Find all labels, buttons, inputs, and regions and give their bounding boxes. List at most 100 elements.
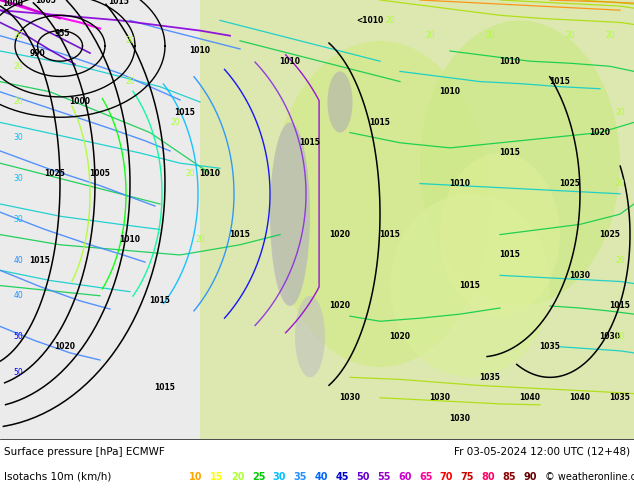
Bar xyxy=(0,0,220,439)
Text: 40: 40 xyxy=(314,472,328,482)
Text: 25: 25 xyxy=(252,472,266,482)
Text: 1015: 1015 xyxy=(108,0,129,6)
Text: 50: 50 xyxy=(13,332,23,341)
Ellipse shape xyxy=(440,153,560,316)
Polygon shape xyxy=(200,0,634,439)
Text: 60: 60 xyxy=(398,472,411,482)
Text: 1010: 1010 xyxy=(190,47,210,55)
Text: 50: 50 xyxy=(13,368,23,377)
Text: 85: 85 xyxy=(502,472,516,482)
Text: 1015: 1015 xyxy=(609,301,630,311)
Text: 1020: 1020 xyxy=(590,128,611,137)
Text: 40: 40 xyxy=(13,291,23,300)
Text: 1010: 1010 xyxy=(200,169,221,178)
Text: <1010: <1010 xyxy=(356,16,384,25)
Ellipse shape xyxy=(295,296,325,377)
Text: 1010: 1010 xyxy=(450,179,470,188)
Text: 1035: 1035 xyxy=(609,393,630,402)
Text: 20: 20 xyxy=(615,256,625,265)
Text: 990: 990 xyxy=(30,49,46,58)
Text: 1020: 1020 xyxy=(389,332,410,341)
Text: 955: 955 xyxy=(55,29,70,38)
Text: 20: 20 xyxy=(125,77,135,86)
Text: 55: 55 xyxy=(377,472,391,482)
Text: 1015: 1015 xyxy=(500,250,521,260)
Text: 1000: 1000 xyxy=(3,0,23,8)
Text: 10: 10 xyxy=(190,472,203,482)
Text: 1025: 1025 xyxy=(560,179,581,188)
Text: 20: 20 xyxy=(185,169,195,178)
Text: 1015: 1015 xyxy=(550,77,571,86)
Text: 1010: 1010 xyxy=(439,87,460,97)
Text: 20: 20 xyxy=(170,118,180,127)
Text: 1020: 1020 xyxy=(330,301,351,311)
Text: 1015: 1015 xyxy=(155,383,176,392)
Text: Isotachs 10m (km/h): Isotachs 10m (km/h) xyxy=(4,472,112,482)
Text: 20: 20 xyxy=(485,31,495,40)
Text: 1015: 1015 xyxy=(460,281,481,290)
Text: 40: 40 xyxy=(13,256,23,265)
Text: 20: 20 xyxy=(13,62,23,71)
Text: 1015: 1015 xyxy=(174,108,195,117)
Text: 1010: 1010 xyxy=(68,0,89,2)
Text: 1000: 1000 xyxy=(70,98,91,106)
Text: 1035: 1035 xyxy=(479,373,500,382)
Text: 65: 65 xyxy=(419,472,432,482)
Text: 30: 30 xyxy=(273,472,286,482)
Text: 45: 45 xyxy=(335,472,349,482)
Text: 1015: 1015 xyxy=(370,118,391,127)
Text: 1035: 1035 xyxy=(540,342,560,351)
Text: 20: 20 xyxy=(615,179,625,188)
Text: 1030: 1030 xyxy=(569,271,590,280)
Text: 1040: 1040 xyxy=(519,393,541,402)
Text: 20: 20 xyxy=(615,108,625,117)
Text: 20: 20 xyxy=(385,16,395,25)
Text: 1030: 1030 xyxy=(339,393,361,402)
Text: 1015: 1015 xyxy=(299,138,320,147)
Text: 1040: 1040 xyxy=(569,393,590,402)
Ellipse shape xyxy=(390,194,550,377)
Ellipse shape xyxy=(328,72,353,133)
Text: 30: 30 xyxy=(13,174,23,183)
Text: 35: 35 xyxy=(294,472,307,482)
Text: 1015: 1015 xyxy=(30,256,51,265)
Text: 1020: 1020 xyxy=(330,230,351,239)
Text: 1010: 1010 xyxy=(500,57,521,66)
Text: 20: 20 xyxy=(125,36,135,45)
Text: 20: 20 xyxy=(13,98,23,106)
Text: 30: 30 xyxy=(13,133,23,142)
Text: 1010: 1010 xyxy=(280,57,301,66)
Text: 70: 70 xyxy=(440,472,453,482)
Text: 15: 15 xyxy=(210,472,224,482)
Text: 50: 50 xyxy=(356,472,370,482)
Text: Surface pressure [hPa] ECMWF: Surface pressure [hPa] ECMWF xyxy=(4,447,165,457)
Text: 20: 20 xyxy=(195,235,205,244)
Text: 1015: 1015 xyxy=(500,148,521,157)
Text: 1005: 1005 xyxy=(36,0,56,5)
Ellipse shape xyxy=(270,41,490,367)
Text: 1025: 1025 xyxy=(44,169,65,178)
Text: 20: 20 xyxy=(605,31,615,40)
Text: 1010: 1010 xyxy=(119,235,141,244)
Text: 1015: 1015 xyxy=(150,296,171,305)
Text: 1005: 1005 xyxy=(89,169,110,178)
Text: 1030: 1030 xyxy=(600,332,621,341)
Ellipse shape xyxy=(270,122,310,306)
Text: 80: 80 xyxy=(481,472,495,482)
Text: 1015: 1015 xyxy=(230,230,250,239)
Text: 75: 75 xyxy=(461,472,474,482)
Text: 20: 20 xyxy=(615,332,625,341)
Text: 1015: 1015 xyxy=(380,230,401,239)
Ellipse shape xyxy=(420,21,620,306)
Text: 20: 20 xyxy=(425,31,435,40)
Text: 1030: 1030 xyxy=(450,414,470,423)
Text: 20: 20 xyxy=(231,472,245,482)
Text: 1030: 1030 xyxy=(429,393,451,402)
Text: 90: 90 xyxy=(523,472,537,482)
Text: 1025: 1025 xyxy=(600,230,621,239)
Text: 20: 20 xyxy=(13,31,23,40)
Text: Fr 03-05-2024 12:00 UTC (12+48): Fr 03-05-2024 12:00 UTC (12+48) xyxy=(454,447,630,457)
Text: © weatheronline.co.uk: © weatheronline.co.uk xyxy=(545,472,634,482)
Text: 1020: 1020 xyxy=(55,342,75,351)
Text: 30: 30 xyxy=(13,215,23,224)
